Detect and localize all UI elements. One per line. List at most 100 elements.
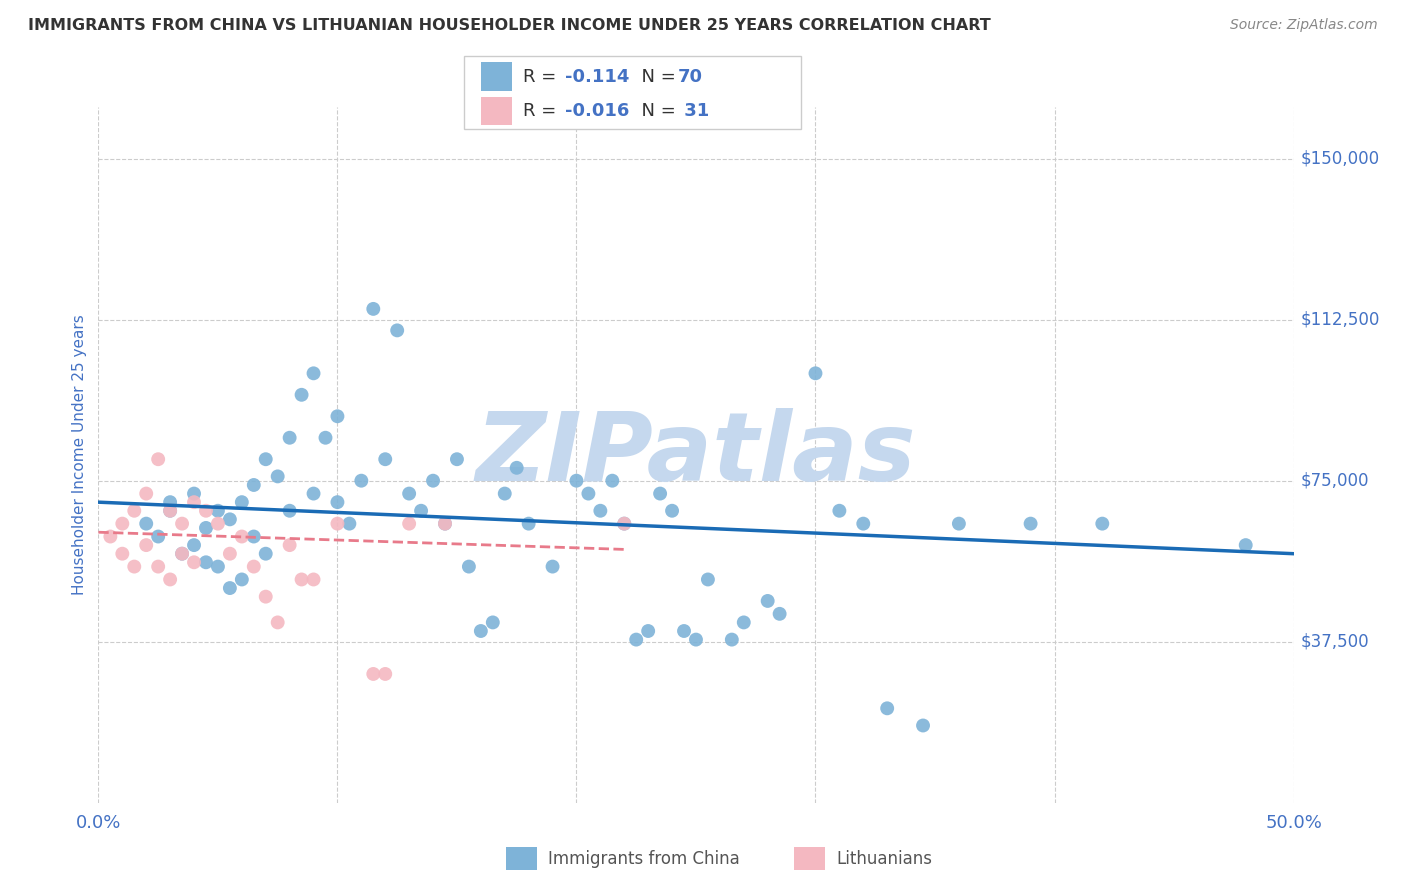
Point	[363, 667, 385, 681]
Point	[183, 555, 205, 569]
Text: -0.114: -0.114	[565, 68, 630, 86]
Text: $75,000: $75,000	[1301, 472, 1369, 490]
Point	[613, 516, 636, 531]
Point	[243, 559, 266, 574]
Point	[828, 504, 851, 518]
Point	[852, 516, 875, 531]
Point	[911, 718, 934, 732]
Point	[948, 516, 970, 531]
Point	[172, 547, 194, 561]
Point	[135, 538, 157, 552]
Point	[207, 504, 229, 518]
Point	[1019, 516, 1042, 531]
Point	[135, 516, 157, 531]
Point	[183, 495, 205, 509]
Point	[697, 573, 720, 587]
Point	[278, 504, 301, 518]
Point	[183, 538, 205, 552]
Point	[159, 504, 181, 518]
Point	[124, 504, 146, 518]
Point	[194, 555, 217, 569]
Point	[254, 547, 277, 561]
Point	[159, 495, 181, 509]
Point	[433, 516, 456, 531]
Point	[756, 594, 779, 608]
Point	[458, 559, 481, 574]
Point	[721, 632, 744, 647]
Point	[148, 529, 170, 543]
Point	[219, 547, 242, 561]
Point	[148, 452, 170, 467]
Point	[326, 516, 349, 531]
Point	[768, 607, 790, 621]
Point	[326, 495, 349, 509]
Point	[172, 516, 194, 531]
Point	[243, 478, 266, 492]
Text: $150,000: $150,000	[1301, 150, 1379, 168]
Point	[374, 667, 396, 681]
Point	[194, 521, 217, 535]
Point	[411, 504, 433, 518]
Point	[673, 624, 696, 638]
Text: 70: 70	[678, 68, 703, 86]
Text: -0.016: -0.016	[565, 102, 630, 120]
Point	[124, 559, 146, 574]
Point	[159, 573, 181, 587]
Point	[517, 516, 540, 531]
Point	[648, 486, 672, 500]
Point	[159, 504, 181, 518]
Point	[1234, 538, 1257, 552]
Point	[565, 474, 588, 488]
Text: R =: R =	[523, 68, 562, 86]
Point	[278, 431, 301, 445]
Point	[446, 452, 468, 467]
Text: IMMIGRANTS FROM CHINA VS LITHUANIAN HOUSEHOLDER INCOME UNDER 25 YEARS CORRELATIO: IMMIGRANTS FROM CHINA VS LITHUANIAN HOUS…	[28, 18, 991, 33]
Point	[219, 581, 242, 595]
Point	[219, 512, 242, 526]
Point	[207, 559, 229, 574]
Text: 31: 31	[678, 102, 709, 120]
Point	[302, 573, 325, 587]
Point	[733, 615, 755, 630]
Point	[470, 624, 492, 638]
Point	[267, 615, 290, 630]
Point	[613, 516, 636, 531]
Point	[302, 367, 325, 381]
Point	[600, 474, 623, 488]
Point	[254, 590, 277, 604]
Point	[207, 516, 229, 531]
Point	[541, 559, 564, 574]
Text: Source: ZipAtlas.com: Source: ZipAtlas.com	[1230, 18, 1378, 32]
Point	[254, 452, 277, 467]
Text: N =: N =	[630, 102, 682, 120]
Point	[243, 529, 266, 543]
Text: N =: N =	[630, 68, 682, 86]
Point	[194, 504, 217, 518]
Point	[494, 486, 516, 500]
Point	[363, 301, 385, 316]
Point	[290, 573, 312, 587]
Point	[231, 529, 253, 543]
Point	[398, 516, 420, 531]
Point	[183, 486, 205, 500]
Point	[231, 573, 253, 587]
Point	[135, 486, 157, 500]
Point	[422, 474, 444, 488]
Point	[876, 701, 898, 715]
Point	[231, 495, 253, 509]
Point	[98, 529, 122, 543]
Point	[315, 431, 337, 445]
Point	[804, 367, 827, 381]
Point	[148, 559, 170, 574]
Text: $37,500: $37,500	[1301, 632, 1369, 651]
Point	[576, 486, 599, 500]
Point	[350, 474, 373, 488]
Text: Immigrants from China: Immigrants from China	[548, 849, 740, 868]
Point	[589, 504, 612, 518]
Text: Lithuanians: Lithuanians	[837, 849, 932, 868]
Point	[111, 516, 134, 531]
Point	[398, 486, 420, 500]
Point	[374, 452, 396, 467]
Point	[506, 460, 529, 475]
Point	[481, 615, 505, 630]
